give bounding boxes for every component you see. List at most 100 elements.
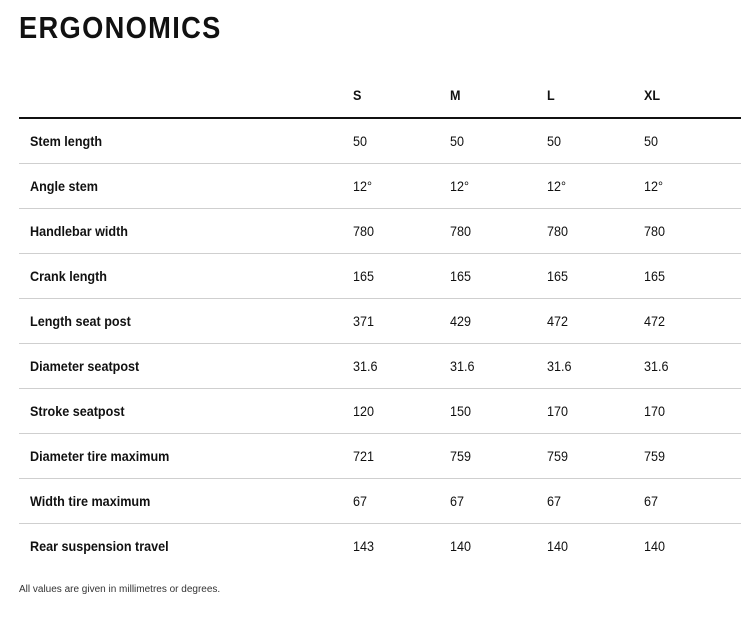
table-row: Stroke seatpost 120 150 170 170 xyxy=(19,388,741,434)
value-text: 429 xyxy=(450,313,472,329)
value-cell-s: 50 xyxy=(353,118,450,164)
value-text: 759 xyxy=(547,448,569,464)
value-cell-l: 140 xyxy=(547,524,644,569)
value-cell-l: 50 xyxy=(547,118,644,164)
size-label: XL xyxy=(644,87,661,103)
value-cell-l: 165 xyxy=(547,253,644,299)
table-row: Length seat post 371 429 472 472 xyxy=(19,298,741,344)
row-label-text: Rear suspension travel xyxy=(30,538,169,554)
value-text: 721 xyxy=(353,448,375,464)
value-cell-l: 780 xyxy=(547,208,644,254)
value-text: 12° xyxy=(547,178,567,194)
header-row: S M L XL xyxy=(19,73,741,119)
value-cell-m: 429 xyxy=(450,298,547,344)
value-text: 780 xyxy=(450,223,472,239)
value-text: 780 xyxy=(547,223,569,239)
value-cell-xl: 67 xyxy=(644,478,741,524)
value-cell-l: 472 xyxy=(547,298,644,344)
value-cell-s: 780 xyxy=(353,208,450,254)
value-text: 780 xyxy=(644,223,666,239)
footnote: All values are given in millimetres or d… xyxy=(19,584,221,595)
value-text: 165 xyxy=(547,268,569,284)
value-text: 120 xyxy=(353,403,375,419)
value-cell-m: 67 xyxy=(450,478,547,524)
value-text: 140 xyxy=(547,538,569,554)
value-cell-m: 140 xyxy=(450,524,547,569)
header-empty-cell xyxy=(19,73,353,119)
value-text: 67 xyxy=(644,493,659,509)
row-label-text: Diameter tire maximum xyxy=(30,448,170,464)
table-row: Handlebar width 780 780 780 780 xyxy=(19,208,741,254)
value-text: 170 xyxy=(547,403,569,419)
value-cell-xl: 780 xyxy=(644,208,741,254)
value-cell-xl: 759 xyxy=(644,433,741,479)
value-text: 31.6 xyxy=(547,358,572,374)
value-text: 780 xyxy=(353,223,375,239)
size-label: L xyxy=(547,87,555,103)
value-cell-s: 721 xyxy=(353,433,450,479)
value-text: 140 xyxy=(450,538,472,554)
size-header-s: S xyxy=(353,73,450,119)
value-text: 50 xyxy=(547,133,562,149)
value-text: 31.6 xyxy=(644,358,669,374)
value-cell-s: 165 xyxy=(353,253,450,299)
value-cell-s: 12° xyxy=(353,163,450,209)
size-header-m: M xyxy=(450,73,547,119)
value-text: 12° xyxy=(644,178,664,194)
row-label: Handlebar width xyxy=(19,208,353,254)
value-text: 67 xyxy=(353,493,368,509)
size-label: M xyxy=(450,87,461,103)
value-cell-m: 150 xyxy=(450,388,547,434)
row-label-text: Handlebar width xyxy=(30,223,129,239)
value-cell-xl: 170 xyxy=(644,388,741,434)
row-label-text: Crank length xyxy=(30,268,108,284)
value-text: 140 xyxy=(644,538,666,554)
table-row: Diameter tire maximum 721 759 759 759 xyxy=(19,433,741,479)
value-text: 67 xyxy=(450,493,465,509)
value-text: 759 xyxy=(450,448,472,464)
value-cell-m: 50 xyxy=(450,118,547,164)
value-cell-l: 170 xyxy=(547,388,644,434)
value-text: 472 xyxy=(644,313,666,329)
value-cell-s: 120 xyxy=(353,388,450,434)
row-label: Stroke seatpost xyxy=(19,388,353,434)
value-cell-s: 31.6 xyxy=(353,343,450,389)
value-cell-xl: 12° xyxy=(644,163,741,209)
value-cell-l: 12° xyxy=(547,163,644,209)
table-row: Width tire maximum 67 67 67 67 xyxy=(19,478,741,524)
value-cell-xl: 140 xyxy=(644,524,741,569)
row-label: Width tire maximum xyxy=(19,478,353,524)
table-row: Stem length 50 50 50 50 xyxy=(19,118,741,164)
value-text: 31.6 xyxy=(353,358,378,374)
row-label-text: Width tire maximum xyxy=(30,493,151,509)
value-text: 12° xyxy=(353,178,373,194)
value-cell-m: 12° xyxy=(450,163,547,209)
value-cell-m: 780 xyxy=(450,208,547,254)
value-cell-m: 165 xyxy=(450,253,547,299)
row-label-text: Length seat post xyxy=(30,313,131,329)
row-label-text: Stem length xyxy=(30,133,103,149)
size-header-xl: XL xyxy=(644,73,741,119)
value-cell-l: 759 xyxy=(547,433,644,479)
page-title: ERGONOMICS xyxy=(19,10,222,45)
value-cell-l: 67 xyxy=(547,478,644,524)
row-label: Angle stem xyxy=(19,163,353,209)
value-text: 67 xyxy=(547,493,562,509)
value-text: 12° xyxy=(450,178,470,194)
row-label: Crank length xyxy=(19,253,353,299)
value-text: 31.6 xyxy=(450,358,475,374)
value-text: 50 xyxy=(644,133,659,149)
table-row: Crank length 165 165 165 165 xyxy=(19,253,741,299)
value-text: 143 xyxy=(353,538,375,554)
value-cell-xl: 472 xyxy=(644,298,741,344)
value-text: 165 xyxy=(450,268,472,284)
value-cell-m: 31.6 xyxy=(450,343,547,389)
row-label-text: Angle stem xyxy=(30,178,98,194)
table-row: Diameter seatpost 31.6 31.6 31.6 31.6 xyxy=(19,343,741,389)
row-label: Stem length xyxy=(19,118,353,164)
value-cell-xl: 50 xyxy=(644,118,741,164)
value-text: 165 xyxy=(644,268,666,284)
row-label-text: Diameter seatpost xyxy=(30,358,140,374)
size-header-l: L xyxy=(547,73,644,119)
value-cell-s: 143 xyxy=(353,524,450,569)
